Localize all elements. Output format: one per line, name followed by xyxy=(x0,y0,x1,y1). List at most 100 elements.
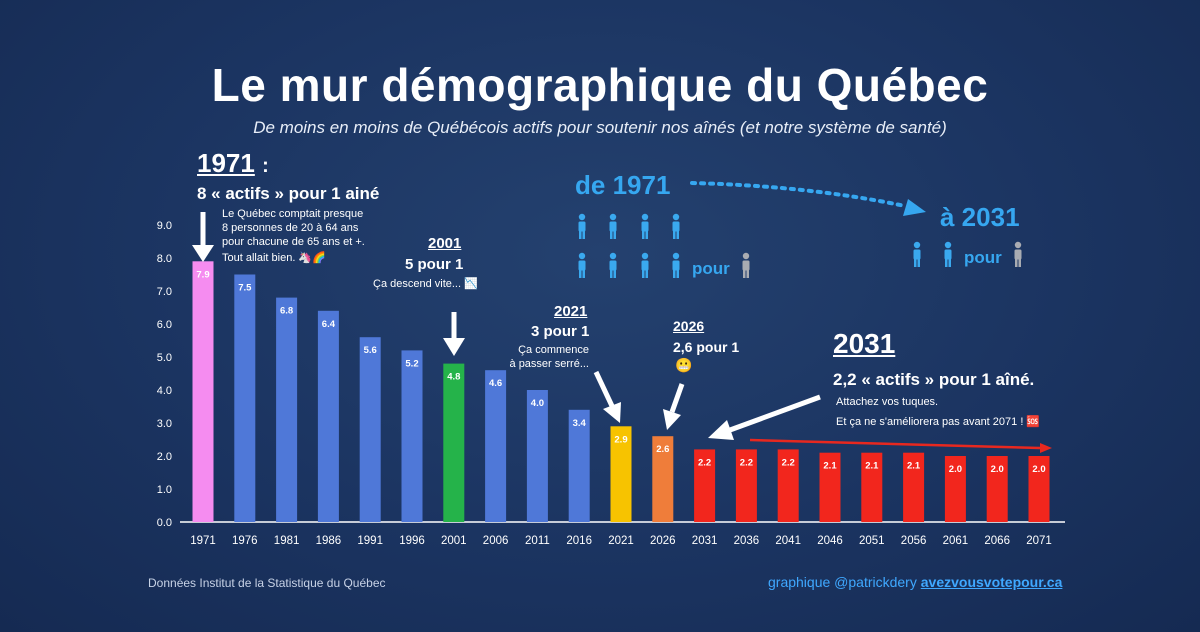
trend-arrow-head xyxy=(1040,443,1052,453)
bar xyxy=(652,436,674,522)
person-torso xyxy=(913,249,921,260)
bar xyxy=(234,274,256,522)
bar-value-label: 2.6 xyxy=(656,444,669,455)
bar xyxy=(317,310,339,522)
annotation-1971-note-line3: pour chacune de 65 ans et +. xyxy=(222,236,365,248)
x-tick-label: 1971 xyxy=(190,535,216,547)
senior-person-icon xyxy=(1014,241,1022,267)
person-torso xyxy=(1014,249,1022,260)
person-leg xyxy=(613,269,616,278)
active-person-icon xyxy=(913,241,921,267)
bar xyxy=(777,449,799,522)
annotation-2021-note-line2: à passer serré... xyxy=(509,358,589,370)
person-leg xyxy=(945,258,948,267)
person-head xyxy=(672,213,680,221)
annotation-2001-year: 2001 xyxy=(428,235,462,252)
trend-line xyxy=(749,438,1041,450)
y-tick-label: 7.0 xyxy=(157,286,172,298)
bar xyxy=(485,370,507,522)
person-leg xyxy=(1018,258,1021,267)
person-leg xyxy=(676,230,679,239)
arrow-2026-head xyxy=(663,409,681,430)
bar xyxy=(694,449,716,522)
person-torso xyxy=(609,260,617,271)
person-leg xyxy=(579,230,582,239)
person-torso xyxy=(672,221,680,232)
x-tick-label: 2011 xyxy=(525,535,550,547)
x-tick-label: 2001 xyxy=(441,535,467,547)
arrow-2001-head xyxy=(443,338,465,356)
bars xyxy=(192,261,1050,522)
website-link[interactable]: avezvousvotepour.ca xyxy=(920,574,1063,590)
bar xyxy=(944,456,966,522)
person-head xyxy=(641,213,649,221)
y-tick-label: 8.0 xyxy=(157,253,172,265)
annotation-2031-ratio: 2,2 « actifs » pour 1 aîné. xyxy=(833,370,1035,389)
x-tick-label: 2066 xyxy=(984,535,1010,547)
person-leg xyxy=(746,269,749,278)
credit-text: graphique @patrickdery xyxy=(768,574,921,590)
x-tick-label: 2051 xyxy=(859,535,885,547)
person-leg xyxy=(613,230,616,239)
person-leg xyxy=(673,230,676,239)
annotation-2031-note-line2: Et ça ne s'améliorera pas avant 2071 ! 🆘 xyxy=(836,416,1041,428)
bar-value-label: 2.0 xyxy=(1032,464,1045,475)
bar-value-label: 6.4 xyxy=(322,319,336,330)
people-icons xyxy=(578,213,1022,278)
person-leg xyxy=(917,258,920,267)
annotation-1971-note-line2: 8 personnes de 20 à 64 ans xyxy=(222,222,359,234)
y-tick-label: 2.0 xyxy=(157,451,172,463)
dotted-arrow-head xyxy=(903,199,926,216)
y-tick-label: 3.0 xyxy=(157,418,172,430)
annotation-2021-note-line1: Ça commence xyxy=(518,344,589,356)
person-torso xyxy=(742,260,750,271)
data-source: Données Institut de la Statistique du Qu… xyxy=(148,576,386,590)
y-tick-label: 9.0 xyxy=(157,220,172,232)
person-leg xyxy=(610,230,613,239)
infographic-to-label: à 2031 xyxy=(940,202,1020,232)
active-person-icon xyxy=(672,252,680,278)
person-torso xyxy=(578,221,586,232)
bar-value-label: 2.9 xyxy=(614,434,627,445)
x-tick-label: 2036 xyxy=(734,535,760,547)
bar-value-label: 7.9 xyxy=(196,269,209,280)
person-head xyxy=(609,213,617,221)
page-title: Le mur démographique du Québec xyxy=(211,59,989,111)
arrow-2021 xyxy=(593,370,615,408)
active-person-icon xyxy=(672,213,680,239)
person-torso xyxy=(641,260,649,271)
x-tick-label: 1981 xyxy=(274,535,300,547)
x-tick-label: 2006 xyxy=(483,535,509,547)
person-leg xyxy=(582,269,585,278)
person-head xyxy=(1014,241,1022,249)
bar-value-label: 2.2 xyxy=(782,457,795,468)
active-person-icon xyxy=(641,213,649,239)
infographic-pour-2031: pour xyxy=(964,248,1002,267)
bar xyxy=(401,350,423,522)
bar-value-label: 4.6 xyxy=(489,378,502,389)
senior-person-icon xyxy=(742,252,750,278)
person-torso xyxy=(641,221,649,232)
bar-value-label: 5.6 xyxy=(364,345,377,356)
x-tick-label: 1986 xyxy=(316,535,342,547)
credit: graphique @patrickdery avezvousvotepour.… xyxy=(768,574,1062,590)
annotation-2031-note: Attachez vos tuques. Et ça ne s'améliore… xyxy=(836,393,1040,431)
infographic-pour-1971: pour xyxy=(692,259,730,278)
y-tick-label: 5.0 xyxy=(157,352,172,364)
person-torso xyxy=(609,221,617,232)
annotation-2001-ratio: 5 pour 1 xyxy=(405,256,464,273)
x-tick-label: 2071 xyxy=(1026,535,1052,547)
bar xyxy=(610,426,632,522)
active-person-icon xyxy=(641,252,649,278)
bar xyxy=(861,452,883,522)
x-tick-label: 2041 xyxy=(775,535,801,547)
bar-value-label: 2.2 xyxy=(740,457,753,468)
person-head xyxy=(578,252,586,260)
bar-value-label: 2.2 xyxy=(698,457,711,468)
person-leg xyxy=(1015,258,1018,267)
person-leg xyxy=(948,258,951,267)
active-person-icon xyxy=(578,213,586,239)
x-tick-label: 2046 xyxy=(817,535,843,547)
person-head xyxy=(578,213,586,221)
x-tick-label: 1996 xyxy=(399,535,425,547)
